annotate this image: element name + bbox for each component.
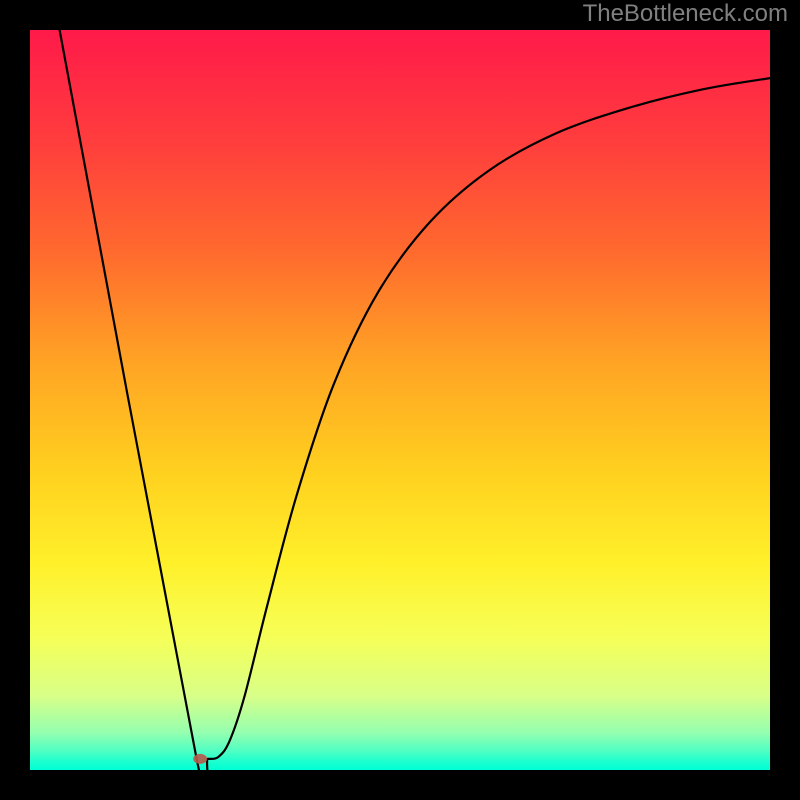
gradient-background bbox=[30, 30, 770, 770]
plot-area bbox=[30, 30, 770, 770]
minimum-marker bbox=[193, 754, 207, 764]
chart-container: TheBottleneck.com bbox=[0, 0, 800, 800]
watermark-text: TheBottleneck.com bbox=[583, 0, 788, 28]
chart-svg bbox=[30, 30, 770, 770]
